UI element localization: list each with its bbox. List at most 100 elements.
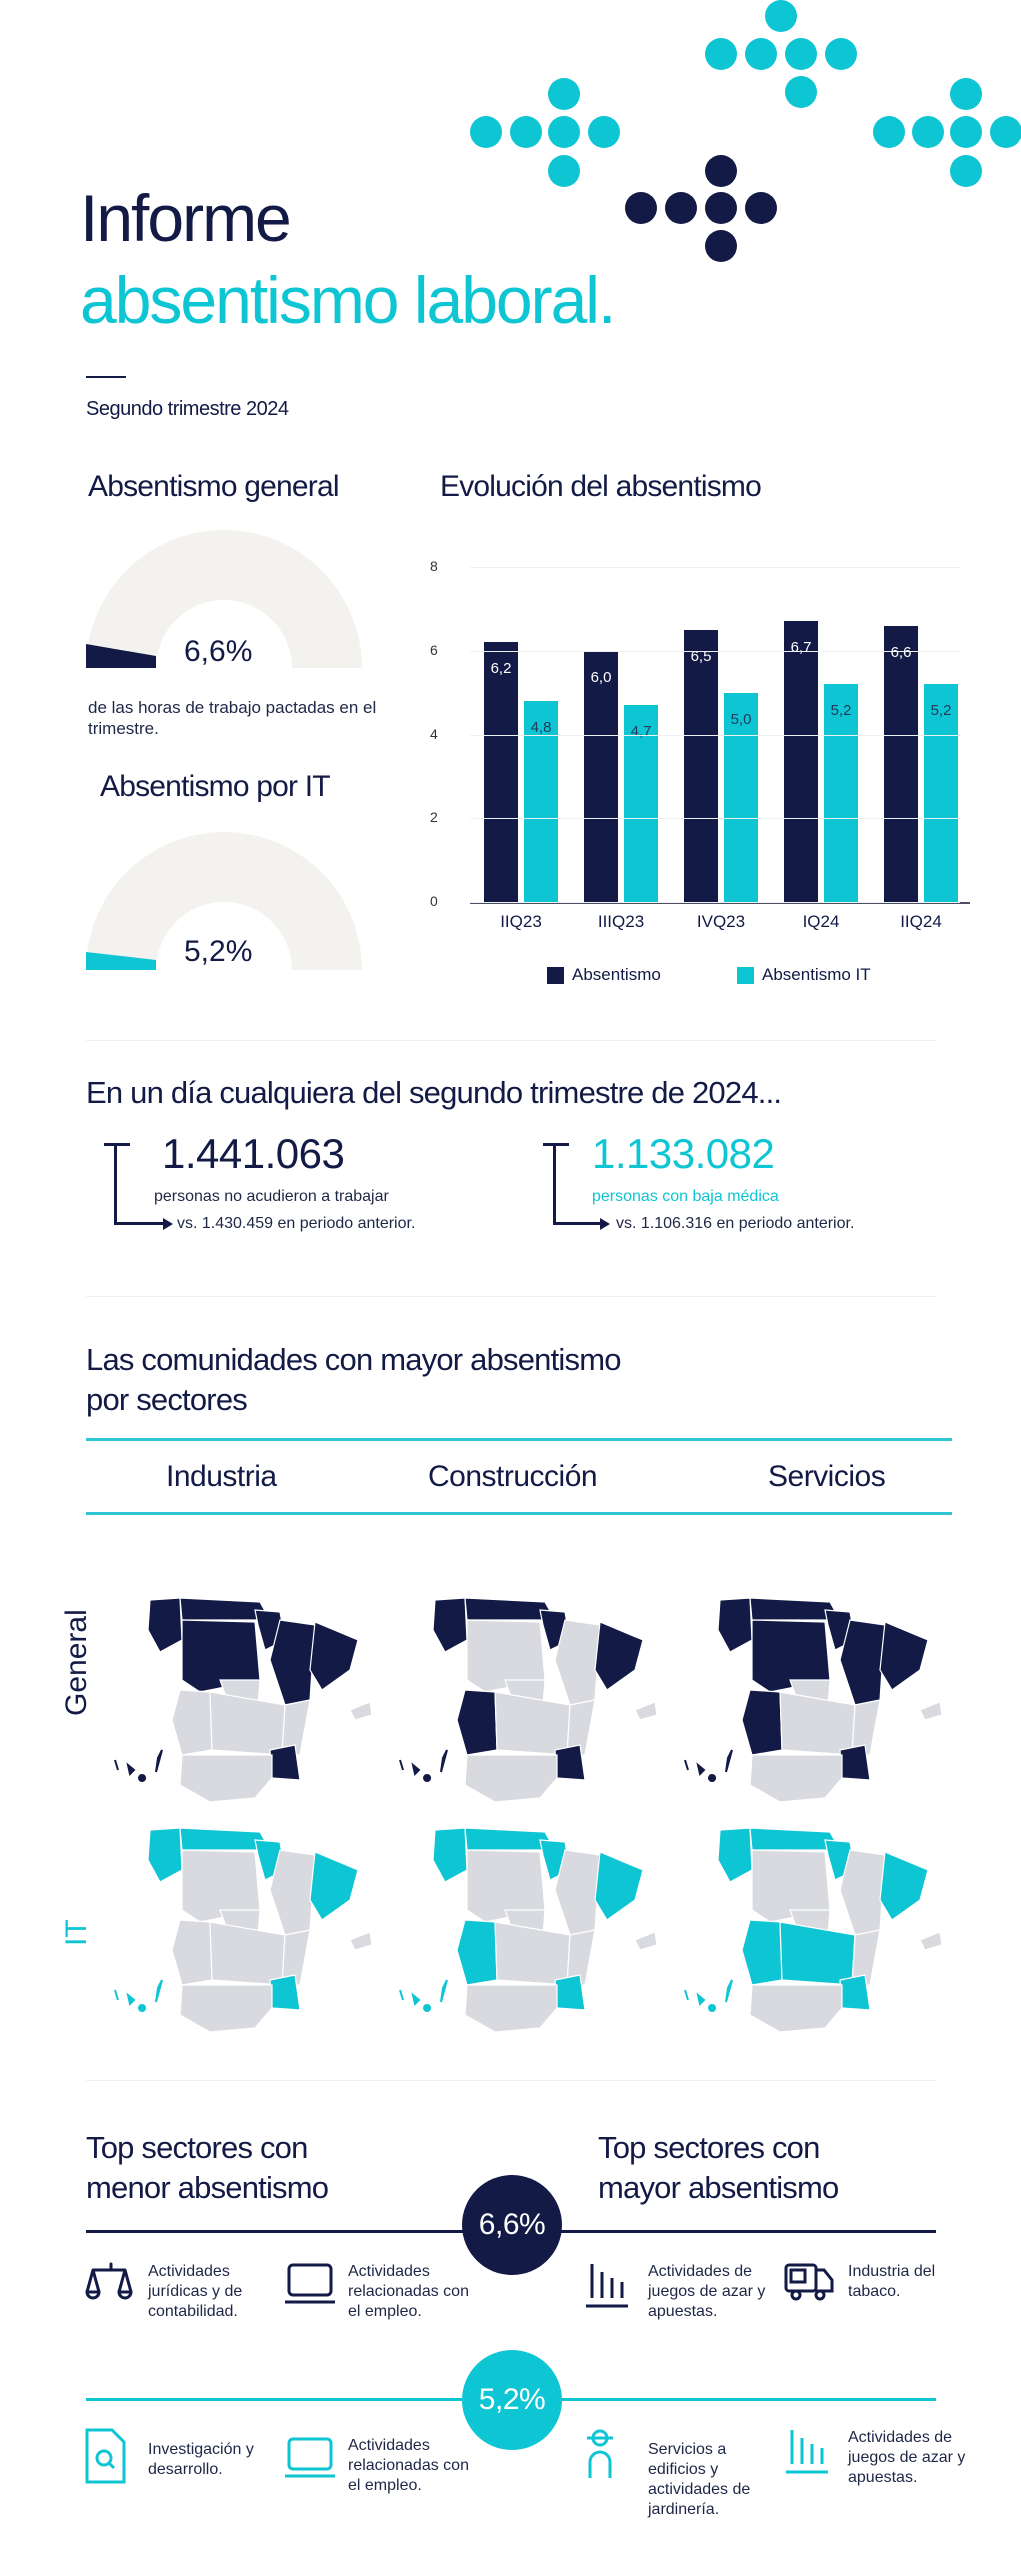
y-tick-label: 6 <box>430 641 438 658</box>
row-label-it: IT <box>60 1919 93 1946</box>
sector-text: Investigación y desarrollo. <box>148 2441 254 2478</box>
general-value-circle: 6,6% <box>462 2175 562 2275</box>
sector-text: Industria del tabaco. <box>848 2263 936 2300</box>
sector-item-it-low-2: Actividades relacionadas con el empleo. <box>284 2436 478 2496</box>
it-value-circle: 5,2% <box>462 2350 562 2450</box>
laptop-icon <box>285 2437 335 2478</box>
bar-value-label: 6,6 <box>890 643 912 661</box>
sector-text: Actividades relacionadas con el empleo. <box>348 2437 469 2494</box>
maps-title-line2: por sectores <box>86 1382 248 1417</box>
sector-text: Actividades relacionadas con el empleo. <box>348 2263 469 2320</box>
gridline <box>470 902 960 903</box>
maps-title: Las comunidades con mayor absentismo por… <box>86 1340 621 1420</box>
low-title-line1: Top sectores con <box>86 2130 308 2165</box>
high-title-line1: Top sectores con <box>598 2130 820 2165</box>
sector-item-general-high-1: Actividades de juegos de azar y apuestas… <box>584 2262 778 2322</box>
absent-count: 1.441.063 <box>162 1130 345 1177</box>
map-general-industria <box>114 1597 373 1803</box>
chart-title: Evolución del absentismo <box>440 470 762 503</box>
bar-absentismo-it: 4,7 <box>624 705 658 902</box>
gridline <box>470 734 960 736</box>
bar-chart-icon <box>586 2264 628 2308</box>
bar-absentismo: 6,5 <box>684 629 718 902</box>
legend-label: Absentismo IT <box>762 965 871 984</box>
gauge-general-title: Absentismo general <box>88 470 340 503</box>
sector-construccion: Construcción <box>428 1460 598 1493</box>
sector-item-it-low-1: Investigación y desarrollo. <box>84 2428 278 2484</box>
bar-value-label: 6,2 <box>490 660 512 678</box>
bar-value-label: 6,5 <box>690 647 712 665</box>
day-title: En un día cualquiera del segundo trimest… <box>86 1075 782 1110</box>
y-tick-label: 0 <box>430 893 438 909</box>
x-tick-label: IVQ23 <box>696 912 746 931</box>
sector-item-general-low-1: Actividades jurídicas y de contabilidad. <box>84 2262 278 2322</box>
bar-value-label: 4,7 <box>630 723 652 741</box>
title-rule <box>86 376 126 378</box>
scales-icon <box>85 2262 133 2300</box>
x-tick-label: IIQ23 <box>500 912 542 931</box>
high-title-line2: mayor absentismo <box>598 2170 839 2205</box>
maps-title-line1: Las comunidades con mayor absentismo <box>86 1342 621 1377</box>
low-title-line2: menor absentismo <box>86 2170 329 2205</box>
laptop-icon <box>285 2263 335 2304</box>
gauge-it-value: 5,2% <box>184 935 253 968</box>
y-tick-label: 8 <box>430 558 438 574</box>
bar-value-label: 5,2 <box>830 702 852 720</box>
plot-area: 6,2 4,8 6,0 4,7 6,5 5,0 6,7 5,2 6,6 5,2 <box>470 567 970 902</box>
section-divider <box>86 1040 936 1041</box>
bar-value-label: 6,7 <box>790 639 812 657</box>
high-sectors-title: Top sectores con mayor absentismo <box>598 2128 839 2208</box>
row-label-general: General <box>60 1609 93 1716</box>
x-tick-label: IIQ24 <box>900 912 942 931</box>
legend-absentismo: Absentismo <box>547 965 661 985</box>
legend-label: Absentismo <box>572 965 661 984</box>
bracket-bottom-2 <box>553 1222 603 1225</box>
page-title-highlight: absentismo laboral. <box>80 263 616 337</box>
y-tick-label: 2 <box>430 809 438 826</box>
map-general-servicios <box>684 1597 943 1803</box>
map-general-construccion <box>399 1597 658 1803</box>
bracket-top-2 <box>543 1143 569 1146</box>
sector-text: Actividades de juegos de azar y apuestas… <box>848 2429 966 2486</box>
bar-chart-icon <box>786 2430 828 2474</box>
bar-value-label: 5,0 <box>730 710 752 728</box>
bar-value-label: 6,0 <box>590 668 612 686</box>
document-search-icon <box>85 2428 126 2484</box>
legend-swatch-navy <box>547 966 564 984</box>
sector-servicios: Servicios <box>768 1460 886 1493</box>
period-subtitle: Segundo trimestre 2024 <box>86 398 289 420</box>
page-title: Informe <box>80 181 292 255</box>
bar-absentismo: 6,6 <box>884 625 918 902</box>
bracket-bottom-1 <box>114 1222 166 1225</box>
map-it-industria <box>114 1827 373 2033</box>
bar-absentismo-it: 4,8 <box>524 701 558 902</box>
bar-absentismo: 6,2 <box>484 642 518 902</box>
arrow-right-icon <box>600 1218 610 1230</box>
gauge-general-value: 6,6% <box>184 635 253 668</box>
sector-industria: Industria <box>166 1460 277 1493</box>
bar-value-label: 4,8 <box>530 719 552 736</box>
legend-absentismo-it: Absentismo IT <box>737 965 871 985</box>
gridline <box>470 567 960 568</box>
gauge-general-caption: de las horas de trabajo pactadas en el t… <box>88 698 377 738</box>
truck-icon <box>784 2263 834 2301</box>
map-it-construccion <box>399 1827 658 2033</box>
sector-item-it-high-2: Actividades de juegos de azar y apuestas… <box>784 2428 978 2488</box>
y-tick-label: 4 <box>430 725 438 742</box>
gridline <box>470 650 960 652</box>
sector-header-top-rule <box>86 1438 952 1441</box>
low-sectors-title: Top sectores con menor absentismo <box>86 2128 329 2208</box>
bar-absentismo-it: 5,2 <box>824 684 858 902</box>
sick-leave-compare: vs. 1.106.316 en periodo anterior. <box>616 1215 855 1232</box>
gridline <box>470 818 960 820</box>
map-it-servicios <box>684 1827 943 2033</box>
sick-leave-count: 1.133.082 <box>592 1130 775 1177</box>
bracket-line-1 <box>114 1143 117 1225</box>
gauge-general <box>86 530 362 668</box>
bracket-top-1 <box>104 1143 130 1146</box>
section-divider <box>86 1296 936 1297</box>
legend-swatch-cyan <box>737 966 754 984</box>
sector-item-general-high-2: Industria del tabaco. <box>784 2262 978 2310</box>
bar-absentismo: 6,0 <box>584 650 618 902</box>
arrow-right-icon <box>163 1218 173 1230</box>
